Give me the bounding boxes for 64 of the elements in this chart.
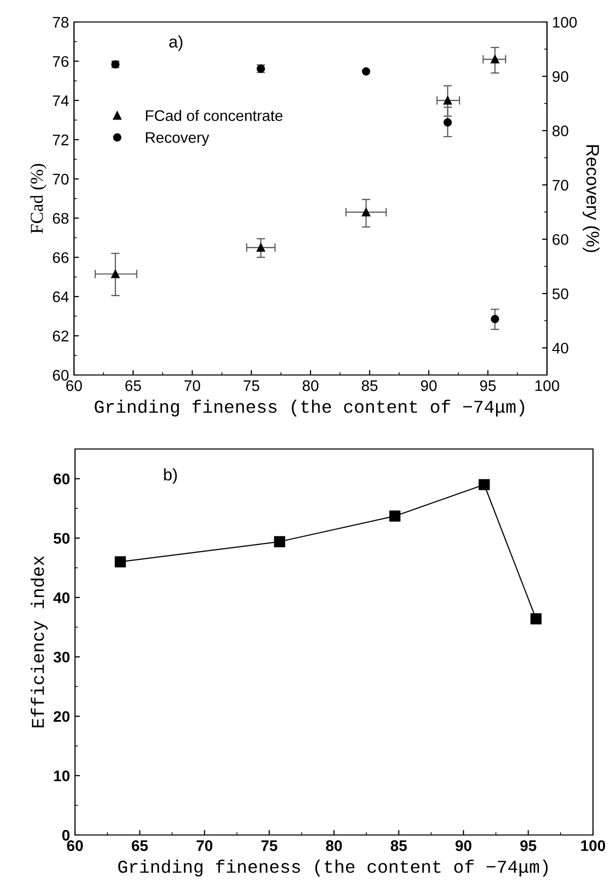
x-axis-title: Grinding fineness (the content of −74μm)	[94, 400, 524, 416]
x-tick-label: 75	[244, 380, 260, 392]
y-tick-label: 74	[52, 95, 69, 106]
x-tick-label: 100	[581, 840, 606, 852]
point	[274, 536, 286, 548]
x-tick-label: 70	[184, 380, 200, 392]
point	[362, 208, 370, 216]
y-tick-label: 50	[54, 532, 70, 544]
y-tick-label: 30	[54, 652, 70, 663]
point	[114, 556, 126, 568]
x-tick-label: 75	[261, 840, 278, 852]
y2-tick-label: 40	[552, 342, 568, 354]
y-tick-label: 62	[52, 330, 68, 342]
y-tick-label: 10	[54, 770, 70, 782]
y-tick-label: 76	[52, 56, 68, 67]
x-tick-label: 60	[66, 380, 82, 392]
y2-tick-label: 60	[552, 234, 568, 245]
x-axis-title: Grinding fineness (the content of −74μm)	[118, 860, 548, 876]
x-tick-label: 90	[420, 380, 437, 392]
point	[256, 243, 265, 252]
y-axis-title: Efficiency index	[30, 556, 48, 728]
legend-label: Recovery	[146, 132, 210, 146]
point	[530, 613, 542, 624]
y-tick-label: 78	[52, 16, 68, 28]
y-tick-label: 60	[54, 474, 70, 484]
x-tick-label: 80	[326, 840, 342, 852]
legend-label: FCad of concentrate	[146, 110, 282, 122]
x-tick-label: 100	[535, 380, 560, 392]
point	[444, 96, 452, 105]
y-tick-label: 20	[54, 711, 70, 722]
x-tick-label: 85	[390, 840, 407, 852]
y-tick-label: 68	[52, 212, 68, 224]
y-tick-label: 0	[62, 830, 70, 841]
point	[490, 55, 500, 64]
y-tick-label: 66	[52, 252, 68, 264]
y2-tick-label: 90	[552, 71, 568, 82]
x-tick-label: 60	[67, 840, 83, 852]
point	[490, 314, 500, 324]
point	[111, 270, 120, 278]
y2-tick-label: 100	[553, 16, 577, 28]
x-tick-label: 65	[132, 840, 148, 852]
y-tick-label: 60	[52, 370, 69, 381]
point	[444, 118, 452, 127]
y2-tick-label: 50	[552, 288, 568, 300]
point	[478, 479, 490, 490]
point	[389, 510, 400, 522]
y2-tick-label: 80	[552, 125, 568, 136]
x-tick-label: 95	[520, 840, 536, 852]
y-tick-label: 64	[52, 291, 69, 302]
x-tick-label: 70	[196, 840, 212, 852]
y-tick-label: 40	[53, 592, 70, 604]
y-tick-label: 72	[52, 134, 68, 146]
x-tick-label: 95	[480, 380, 496, 392]
x-tick-label: 90	[456, 840, 472, 852]
x-tick-label: 80	[302, 380, 318, 392]
point	[362, 67, 370, 76]
x-tick-label: 85	[362, 380, 378, 392]
y2-tick-label: 70	[552, 180, 568, 191]
x-tick-label: 65	[125, 380, 141, 392]
annotation: b)	[164, 468, 177, 484]
y-tick-label: 70	[52, 174, 69, 185]
y2-axis-title: Recovery (%)	[582, 145, 600, 252]
y-axis-title: FCad (%)	[30, 164, 47, 234]
annotation: a)	[169, 35, 182, 51]
